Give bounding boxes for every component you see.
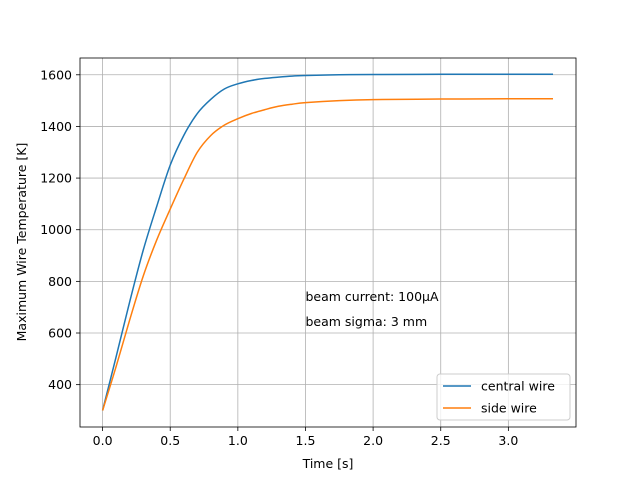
- annotation-layer: beam current: 100μA beam sigma: 3 mm: [305, 289, 439, 329]
- annotation-text: beam sigma: 3 mm: [305, 314, 427, 329]
- y-tick-label: 400: [48, 377, 72, 392]
- x-tick-label: 1.0: [228, 433, 248, 448]
- x-tick-label: 0.5: [160, 433, 180, 448]
- series-line-side-wire: [101, 98, 554, 411]
- legend-label: central wire: [481, 379, 555, 394]
- x-tick-label: 3.0: [498, 433, 518, 448]
- series-line-central-wire: [101, 73, 554, 411]
- x-tick-label: 0.0: [93, 433, 113, 448]
- annotation-text: beam current: 100μA: [305, 289, 439, 304]
- x-axis-ticks: 0.0 0.5 1.0 1.5 2.0 2.5 3.0: [93, 427, 518, 448]
- y-axis-label: Maximum Wire Temperature [K]: [14, 143, 29, 342]
- series-layer: [101, 73, 554, 411]
- plot-frame: [79, 57, 577, 428]
- x-tick-label: 2.5: [431, 433, 451, 448]
- y-tick-label: 600: [48, 326, 72, 341]
- y-tick-label: 1400: [40, 119, 72, 134]
- y-axis-ticks: 400 600 800 1000 1200 1400 1600: [40, 67, 80, 392]
- legend-label: side wire: [481, 401, 537, 416]
- y-tick-label: 1000: [40, 222, 72, 237]
- x-axis-label: Time [s]: [302, 456, 354, 471]
- y-tick-label: 1600: [40, 67, 72, 82]
- legend: central wire side wire: [436, 373, 571, 421]
- y-tick-label: 1200: [40, 171, 72, 186]
- x-tick-label: 2.0: [363, 433, 383, 448]
- y-tick-label: 800: [48, 274, 72, 289]
- x-tick-label: 1.5: [296, 433, 316, 448]
